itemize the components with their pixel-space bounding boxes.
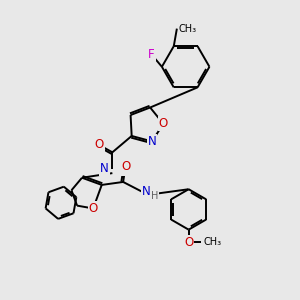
Text: O: O — [121, 160, 130, 173]
Text: N: N — [148, 135, 156, 148]
Text: H: H — [120, 166, 127, 176]
Text: H: H — [151, 191, 158, 201]
Text: O: O — [184, 236, 193, 249]
Text: O: O — [159, 117, 168, 130]
Text: N: N — [142, 185, 150, 198]
Text: CH₃: CH₃ — [178, 24, 196, 34]
Text: F: F — [148, 48, 155, 61]
Text: CH₃: CH₃ — [203, 237, 222, 247]
Text: N: N — [100, 162, 109, 175]
Text: O: O — [94, 138, 103, 152]
Text: O: O — [88, 202, 98, 215]
